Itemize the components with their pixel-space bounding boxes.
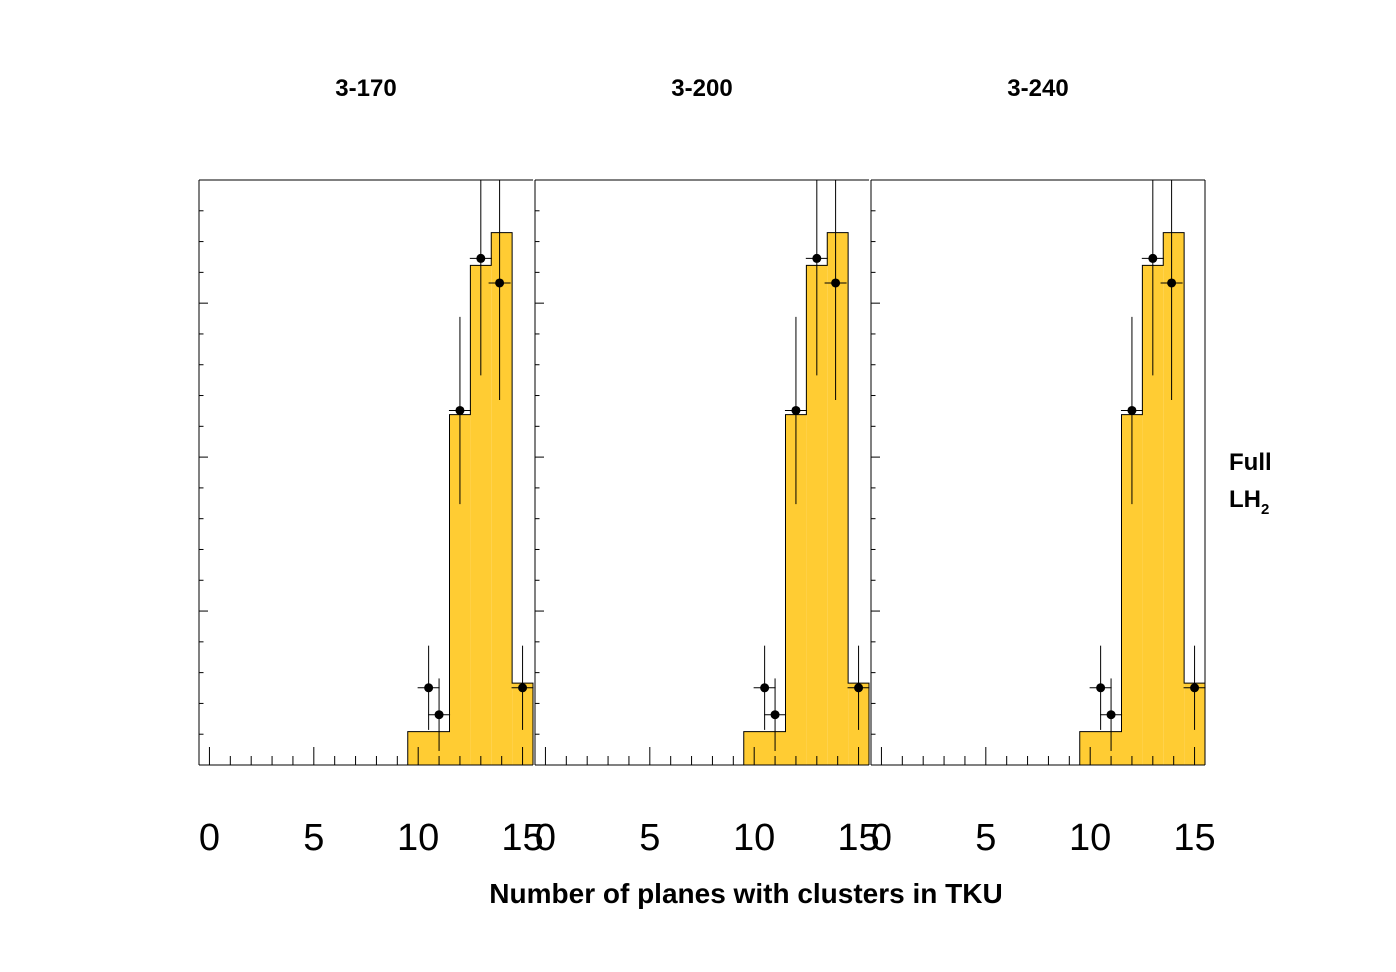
panel-3-170: 0 5 10 15 3-170 xyxy=(198,75,544,859)
histogram-bar xyxy=(785,414,807,765)
x-tick-label: 0 xyxy=(871,817,892,859)
data-point xyxy=(1127,405,1137,415)
histogram-bar xyxy=(407,731,450,765)
panel-title: 3-200 xyxy=(671,75,732,102)
histogram-bar xyxy=(449,414,471,765)
x-tick-label: 10 xyxy=(1069,817,1111,859)
data-point xyxy=(1106,710,1116,720)
panels-group: 0 5 10 15 3-170 0 5 10 15 3-200 0 5 10 15 3-240 xyxy=(198,75,1216,859)
data-point xyxy=(518,683,528,693)
data-point xyxy=(1148,253,1158,263)
data-point xyxy=(760,683,770,693)
data-point xyxy=(1096,683,1106,693)
histogram-bar xyxy=(1121,414,1143,765)
data-point xyxy=(495,278,505,288)
data-point xyxy=(791,405,801,415)
histogram-bar xyxy=(470,265,492,765)
histogram-bar xyxy=(806,265,828,765)
x-tick-label: 0 xyxy=(199,817,220,859)
data-point xyxy=(455,405,465,415)
panel-3-200: 0 5 10 15 3-200 xyxy=(534,75,880,859)
side-label-line1: Full xyxy=(1229,449,1272,476)
x-tick-label: 15 xyxy=(1173,817,1215,859)
panel-title: 3-240 xyxy=(1007,75,1068,102)
panel-title: 3-170 xyxy=(335,75,396,102)
x-tick-label: 0 xyxy=(535,817,556,859)
data-point xyxy=(770,710,780,720)
histogram-bar xyxy=(827,232,849,765)
x-tick-label: 10 xyxy=(397,817,439,859)
x-tick-label: 15 xyxy=(501,817,543,859)
x-tick-label: 10 xyxy=(733,817,775,859)
x-tick-label: 5 xyxy=(639,817,660,859)
histogram-bar xyxy=(743,731,786,765)
data-point xyxy=(424,683,434,693)
data-point xyxy=(831,278,841,288)
side-label-line2: LH2 xyxy=(1229,486,1269,518)
x-axis-title: Number of planes with clusters in TKU xyxy=(489,878,1002,909)
data-point xyxy=(812,253,822,263)
histogram-bar xyxy=(491,232,513,765)
panel-3-240: 0 5 10 15 3-240 xyxy=(870,75,1216,859)
x-tick-label: 15 xyxy=(837,817,879,859)
histogram-bar xyxy=(1163,232,1185,765)
data-point xyxy=(434,710,444,720)
data-point xyxy=(1167,278,1177,288)
data-point xyxy=(476,253,486,263)
x-tick-label: 5 xyxy=(303,817,324,859)
x-tick-label: 5 xyxy=(975,817,996,859)
data-point xyxy=(854,683,864,693)
data-point xyxy=(1190,683,1200,693)
histogram-bar xyxy=(1142,265,1164,765)
side-label-main: LH xyxy=(1229,486,1261,513)
side-label-subscript: 2 xyxy=(1261,501,1269,518)
histogram-bar xyxy=(1079,731,1122,765)
